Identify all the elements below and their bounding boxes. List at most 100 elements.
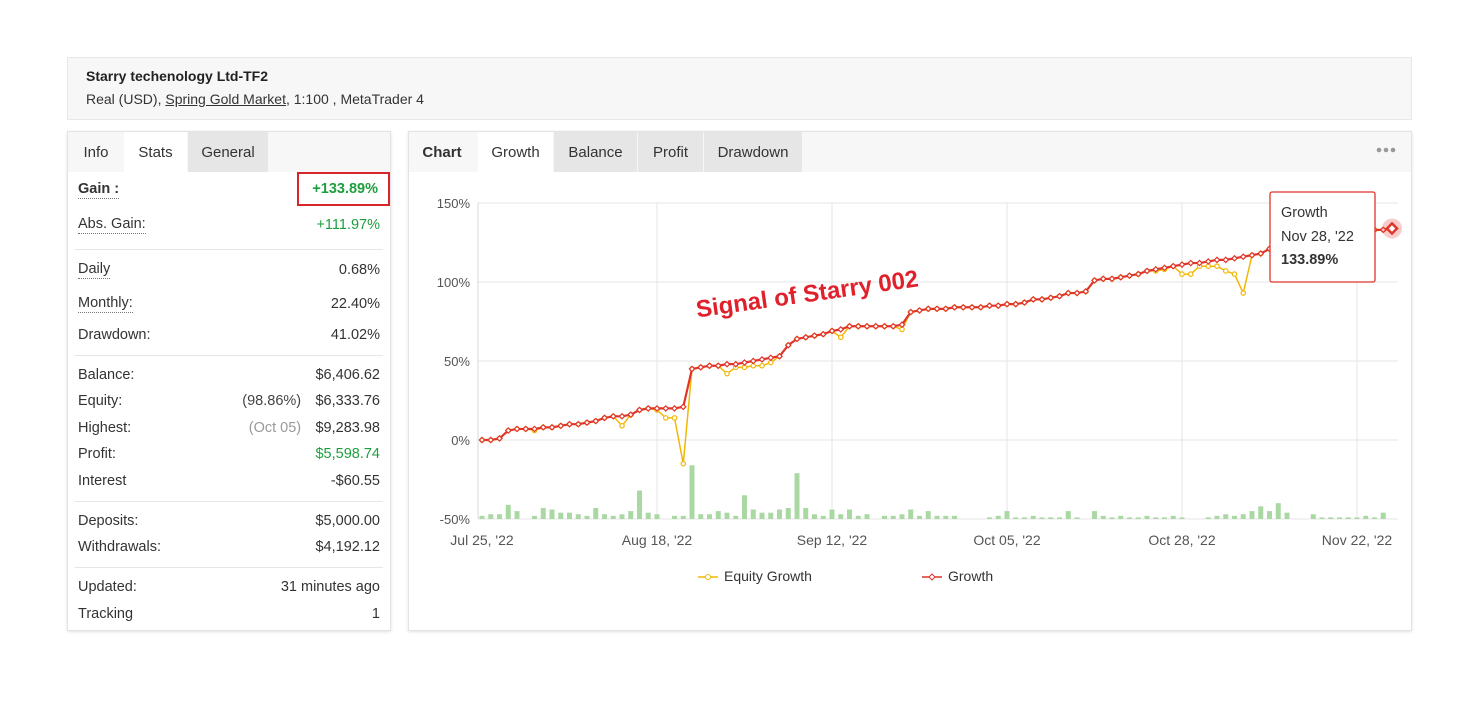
stat-row: Tracking 1 bbox=[78, 604, 380, 624]
growth-marker bbox=[583, 419, 591, 427]
volume-bar bbox=[934, 515, 940, 519]
volume-bar bbox=[733, 515, 739, 519]
equity-marker bbox=[759, 362, 765, 369]
growth-marker bbox=[697, 363, 705, 371]
broker-link[interactable]: Spring Gold Market bbox=[165, 91, 286, 107]
stat-value: $5,000.00 bbox=[315, 513, 380, 529]
volume-bar bbox=[1092, 511, 1097, 519]
growth-marker bbox=[1248, 251, 1256, 259]
growth-marker bbox=[1029, 295, 1037, 303]
volume-bar bbox=[908, 509, 914, 519]
tab-active[interactable]: Stats bbox=[124, 132, 187, 172]
volume-bar bbox=[768, 512, 774, 519]
legend-marker bbox=[705, 574, 711, 580]
separator bbox=[75, 355, 383, 356]
stat-row: Updated: 31 minutes ago bbox=[78, 577, 380, 597]
volume-bar bbox=[785, 507, 791, 519]
volume-bar bbox=[1127, 517, 1132, 519]
volume-bar bbox=[610, 515, 616, 519]
growth-marker bbox=[881, 322, 888, 330]
growth-marker bbox=[968, 303, 976, 311]
growth-marker bbox=[828, 327, 836, 335]
chart-panel: Chart Growth Balance Profit Drawdown bbox=[408, 131, 1412, 631]
growth-marker bbox=[1012, 300, 1020, 308]
stat-value: 41.02% bbox=[330, 327, 380, 343]
stat-row: Deposits: $5,000.00 bbox=[78, 511, 380, 531]
volume-bar bbox=[1275, 503, 1281, 519]
stat-row: Interest -$60.55 bbox=[78, 471, 380, 491]
volume-bar bbox=[1319, 517, 1325, 519]
volume-bar bbox=[1153, 517, 1159, 519]
volume-bar bbox=[1328, 517, 1334, 519]
volume-bar bbox=[1013, 517, 1019, 519]
growth-marker bbox=[1204, 258, 1212, 265]
growth-marker bbox=[793, 335, 801, 343]
volume-bar bbox=[1240, 514, 1246, 519]
growth-marker bbox=[1169, 262, 1177, 270]
stat-value: $5,598.74 bbox=[315, 446, 380, 462]
tab[interactable]: Info bbox=[83, 144, 109, 161]
growth-marker bbox=[1178, 261, 1186, 269]
growth-marker bbox=[671, 404, 678, 412]
stat-label: Deposits: bbox=[78, 513, 139, 529]
growth-marker bbox=[767, 354, 775, 362]
growth-marker bbox=[784, 341, 792, 349]
growth-marker bbox=[487, 436, 495, 444]
stat-value: $9,283.98 bbox=[315, 420, 380, 436]
equity-marker bbox=[1179, 271, 1185, 277]
separator bbox=[75, 249, 383, 250]
volume-bar bbox=[1372, 517, 1377, 519]
growth-marker bbox=[889, 322, 897, 330]
volume-bar bbox=[777, 509, 782, 519]
equity-marker bbox=[1240, 290, 1247, 296]
volume-bar bbox=[1223, 514, 1229, 519]
growth-marker bbox=[1064, 289, 1072, 297]
growth-marker bbox=[1257, 250, 1265, 258]
growth-marker bbox=[566, 420, 573, 428]
growth-marker bbox=[1134, 270, 1142, 278]
stat-note: (98.86%) bbox=[242, 393, 302, 409]
volume-bar bbox=[742, 495, 747, 519]
growth-marker bbox=[1038, 295, 1046, 303]
volume-bar bbox=[715, 511, 721, 519]
x-tick-label: Nov 22, '22 bbox=[1322, 532, 1393, 548]
y-tick-label: 0% bbox=[451, 433, 470, 448]
volume-bar bbox=[995, 515, 1001, 519]
stat-value: +133.89% bbox=[297, 172, 390, 206]
growth-marker bbox=[522, 425, 530, 433]
volume-bar bbox=[689, 465, 695, 519]
equity-marker bbox=[1187, 271, 1194, 277]
tab[interactable]: Drawdown bbox=[704, 132, 802, 172]
volume-bar bbox=[1205, 517, 1211, 519]
volume-bar bbox=[794, 473, 800, 519]
growth-marker bbox=[872, 322, 880, 330]
tab[interactable]: General bbox=[188, 132, 268, 172]
volume-bar bbox=[549, 509, 555, 519]
equity-marker bbox=[619, 422, 625, 429]
growth-marker bbox=[662, 404, 670, 412]
tooltip-date: Nov 28, '22 bbox=[1281, 229, 1354, 245]
volume-bar bbox=[864, 514, 870, 519]
legend-label: Equity Growth bbox=[724, 568, 812, 584]
tab[interactable]: Balance bbox=[554, 132, 637, 172]
tab[interactable]: Profit bbox=[638, 132, 703, 172]
volume-bar bbox=[1065, 511, 1071, 519]
tab-active[interactable]: Growth bbox=[478, 132, 553, 172]
volume-bar bbox=[1170, 515, 1176, 519]
growth-marker bbox=[732, 360, 740, 368]
chart-label: Chart bbox=[422, 144, 462, 161]
equity-marker bbox=[837, 334, 844, 341]
growth-marker bbox=[1047, 294, 1055, 302]
volume-bar bbox=[672, 515, 677, 519]
volume-bar bbox=[1380, 512, 1386, 519]
growth-marker bbox=[609, 412, 617, 420]
growth-marker bbox=[539, 423, 547, 431]
growth-marker bbox=[916, 306, 923, 314]
stat-row: Gain : +133.89% bbox=[78, 172, 390, 206]
menu-icon[interactable] bbox=[1375, 146, 1397, 154]
volume-bar bbox=[890, 515, 896, 519]
growth-marker bbox=[478, 436, 486, 444]
volume-bar bbox=[628, 511, 634, 519]
legend-marker bbox=[928, 573, 936, 581]
volume-bar bbox=[1363, 515, 1369, 519]
